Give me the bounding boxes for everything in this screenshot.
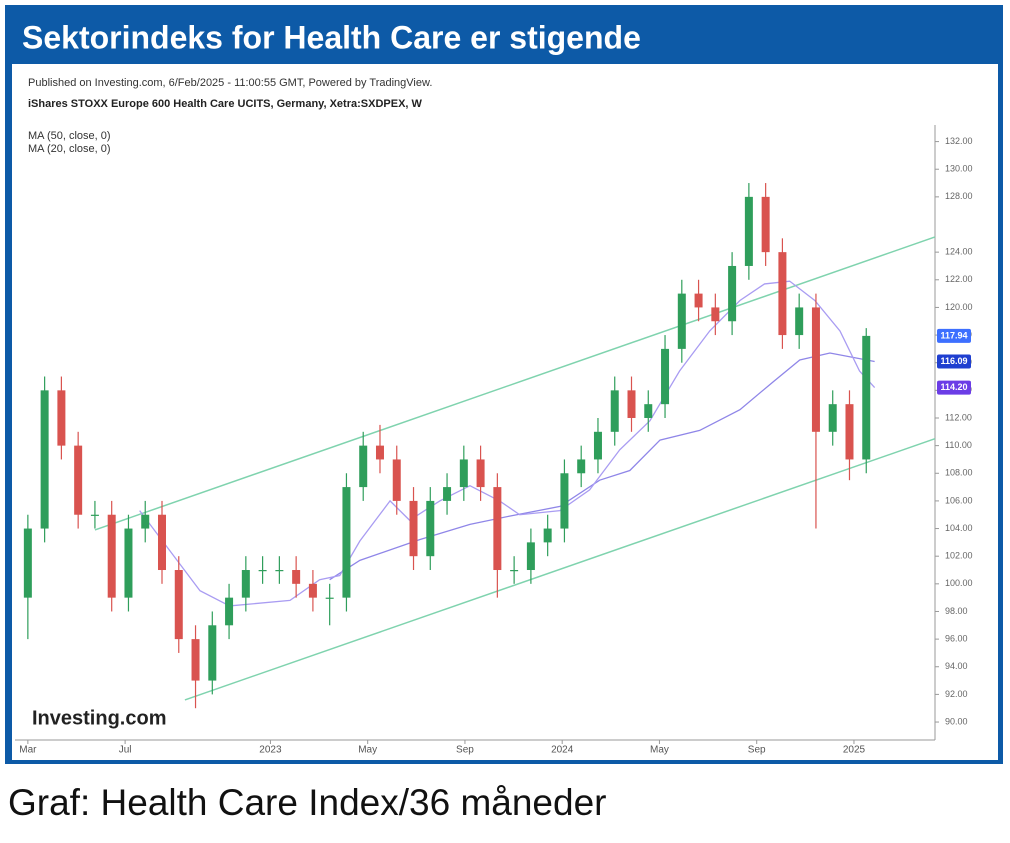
header-title: Sektorindeks for Health Care er stigende: [22, 19, 641, 55]
candle-body: [459, 459, 468, 488]
legend-entry: MA (20, close, 0): [28, 143, 111, 155]
candle-body: [828, 404, 837, 432]
x-tick-label: Mar: [19, 745, 37, 756]
candle-body: [275, 570, 284, 572]
price-badge: [937, 380, 971, 395]
y-tick-label: 96.00: [945, 633, 968, 643]
candle-body: [208, 625, 217, 681]
ma-line: [329, 352, 875, 581]
candle-body: [141, 514, 150, 529]
candle-body: [342, 487, 351, 598]
candle-body: [174, 570, 183, 640]
candle-body: [795, 307, 804, 336]
candle-body: [728, 265, 737, 322]
candle-body: [711, 307, 720, 322]
price-label: 114.20: [940, 382, 967, 392]
y-tick-label: 102.00: [945, 551, 973, 561]
candle-body: [375, 445, 384, 460]
y-tick-label: 98.00: [945, 606, 968, 616]
candle-body: [426, 500, 435, 557]
price-label: 116.09: [940, 356, 967, 366]
candle-body: [157, 514, 166, 571]
x-tick-label: Sep: [456, 745, 474, 756]
y-tick-label: 90.00: [945, 716, 968, 726]
x-tick-label: 2024: [551, 745, 574, 756]
candle-body: [577, 459, 586, 474]
y-tick-label: 110.00: [945, 440, 972, 450]
x-tick-label: May: [650, 745, 669, 756]
candle-body: [761, 196, 770, 253]
y-tick-label: 112.00: [945, 412, 972, 422]
candle-body: [510, 570, 519, 572]
y-tick-label: 108.00: [945, 468, 973, 478]
published-note: Published on Investing.com, 6/Feb/2025 -…: [28, 77, 432, 89]
candle-body: [308, 583, 317, 598]
candle-body: [225, 597, 234, 626]
caption: Graf: Health Care Index/36 måneder: [8, 782, 607, 823]
y-tick-label: 130.00: [945, 164, 973, 174]
price-badge: [937, 354, 971, 369]
candle-body: [811, 307, 820, 432]
y-tick-label: 94.00: [945, 661, 968, 671]
legend-entry: MA (50, close, 0): [28, 130, 111, 142]
candle-body: [409, 500, 418, 557]
y-tick-label: 104.00: [945, 523, 973, 533]
candle-body: [74, 445, 83, 515]
price-badge: [937, 328, 971, 343]
candle-body: [744, 196, 753, 266]
y-tick-label: 128.00: [945, 191, 973, 201]
y-tick-label: 100.00: [945, 578, 973, 588]
y-tick-label: 120.00: [945, 302, 973, 312]
candle-body: [124, 528, 133, 598]
candle-body: [241, 570, 250, 598]
candle-body: [677, 293, 686, 349]
candle-body: [593, 431, 602, 460]
logo: Investing.com: [32, 707, 166, 729]
candle-body: [560, 473, 569, 529]
candle-body: [862, 335, 871, 460]
y-tick-label: 106.00: [945, 495, 973, 505]
candle-body: [392, 459, 401, 501]
y-tick-label: 132.00: [945, 136, 973, 146]
candle-body: [292, 570, 301, 584]
candle-body: [644, 404, 653, 418]
x-tick-label: Jul: [119, 745, 132, 756]
x-tick-label: May: [358, 745, 377, 756]
candle-body: [845, 404, 854, 460]
candle-body: [661, 348, 670, 405]
y-tick-label: 122.00: [945, 274, 973, 284]
candle-body: [694, 293, 703, 308]
candle-body: [359, 445, 368, 488]
candle-body: [778, 252, 787, 336]
x-tick-label: Sep: [748, 745, 766, 756]
candle-body: [258, 570, 267, 572]
candle-body: [191, 639, 200, 681]
candle-body: [23, 528, 32, 598]
candle-body: [476, 459, 485, 488]
candle-body: [40, 390, 49, 529]
y-tick-label: 124.00: [945, 247, 973, 257]
x-tick-label: 2023: [259, 745, 282, 756]
candle-body: [543, 528, 552, 543]
candle-body: [493, 487, 502, 571]
chart-title: iShares STOXX Europe 600 Health Care UCI…: [28, 98, 423, 110]
candle-body: [325, 597, 334, 599]
candle-body: [107, 514, 116, 598]
candle-body: [610, 390, 619, 432]
y-tick-label: 92.00: [945, 689, 968, 699]
x-tick-label: 2025: [843, 745, 866, 756]
candle-body: [57, 390, 66, 446]
candle-body: [627, 390, 636, 418]
price-label: 117.94: [940, 330, 967, 340]
channel-line: [184, 438, 936, 701]
candle-body: [90, 514, 99, 516]
candle-body: [443, 487, 452, 501]
candle-body: [526, 542, 535, 571]
